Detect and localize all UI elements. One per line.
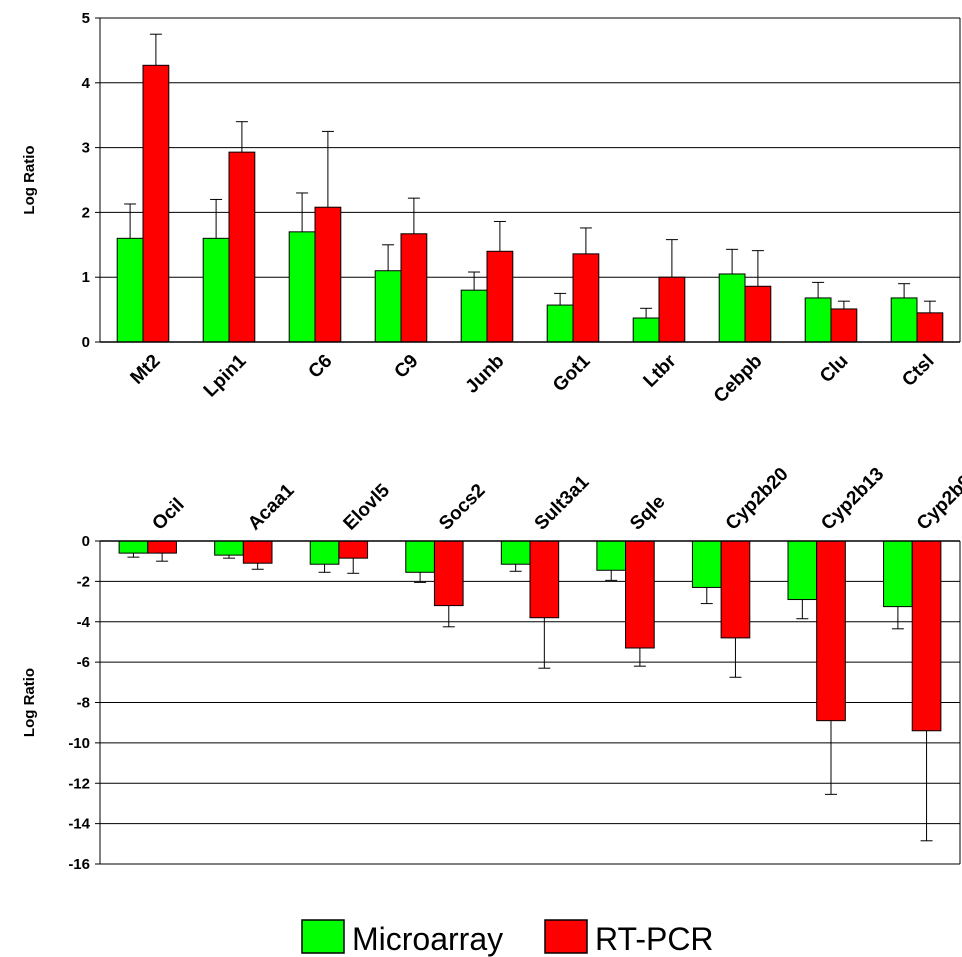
bottom-bar-rt-pcr-cyp2b13	[816, 540, 846, 722]
top-ytick-label: 1	[82, 269, 90, 286]
bottom-ytick-label: -8	[77, 695, 90, 712]
bottom-bar-rt-pcr-socs2	[433, 540, 464, 607]
bottom-bar-microarray-acaa1	[214, 540, 244, 556]
legend-swatch-microarray	[301, 919, 345, 954]
top-bar-microarray-lpin1	[202, 237, 230, 343]
bottom-bar-microarray-socs2	[405, 540, 435, 573]
top-bar-microarray-c9	[374, 270, 402, 343]
top-category-label-c9: C9	[391, 351, 423, 383]
bottom-category-label-acaa1: Acaa1	[244, 480, 299, 535]
top-bar-rt-pcr-c9	[400, 233, 428, 343]
bottom-ytick-label: -12	[68, 775, 90, 792]
top-bar-rt-pcr-mt2	[142, 64, 170, 343]
bottom-bar-rt-pcr-elovl5	[338, 540, 369, 559]
bottom-category-label-cyp2b13: Cyp2b13	[817, 464, 888, 535]
bottom-bar-rt-pcr-sqle	[625, 540, 655, 649]
top-category-label-c6: C6	[305, 351, 337, 383]
legend-label-rt-pcr: RT-PCR	[595, 921, 714, 957]
bottom-bar-microarray-sqle	[596, 540, 627, 571]
top-category-label-ctsl: Ctsl	[898, 351, 938, 391]
bottom-category-label-ocil: Ocil	[148, 494, 188, 534]
bottom-bar-rt-pcr-cyp2b20	[720, 540, 751, 639]
top-bar-microarray-mt2	[116, 237, 144, 343]
bottom-category-label-socs2: Socs2	[435, 480, 489, 534]
top-bar-microarray-ltbr	[632, 317, 660, 343]
top-bar-rt-pcr-got1	[572, 253, 600, 343]
bottom-bar-microarray-cyp2b9	[883, 540, 913, 608]
top-category-label-got1: Got1	[549, 350, 595, 396]
top-ytick-label: 4	[82, 75, 91, 92]
top-category-label-lpin1: Lpin1	[200, 350, 251, 401]
legend-swatch-rt-pcr	[544, 919, 588, 954]
bottom-ytick-label: -2	[77, 573, 90, 590]
bottom-ytick-label: -10	[68, 735, 90, 752]
bottom-category-label-elovl5: Elovl5	[340, 480, 395, 535]
top-bar-rt-pcr-clu	[830, 308, 858, 343]
top-bar-rt-pcr-ltbr	[658, 276, 686, 343]
bottom-category-label-cyp2b9: Cyp2b9	[913, 471, 962, 534]
bottom-ytick-label: 0	[82, 533, 90, 550]
legend-label-microarray: Microarray	[352, 921, 503, 957]
top-ytick-label: 5	[82, 10, 90, 27]
bottom-bar-rt-pcr-acaa1	[242, 540, 273, 564]
top-bar-microarray-ctsl	[890, 297, 918, 343]
top-bar-microarray-c6	[288, 231, 316, 343]
top-y-axis-label: Log Ratio	[21, 145, 38, 214]
top-ytick-label: 0	[82, 334, 90, 351]
bottom-category-label-sult3a1: Sult3a1	[531, 472, 594, 535]
top-category-label-mt2: Mt2	[127, 351, 165, 389]
bottom-ytick-label: -16	[68, 856, 90, 873]
legend: Microarray RT-PCR	[301, 919, 714, 957]
top-chart: 0 1 2 3 4 5 Log Ratio Mt2 Lpin1 C6 C9 Junb Got1 Ltbr C…	[21, 10, 961, 408]
bottom-bar-rt-pcr-sult3a1	[529, 540, 560, 619]
top-bar-microarray-cebpb	[718, 273, 746, 343]
top-ytick-label: 2	[82, 204, 90, 221]
top-bar-rt-pcr-junb	[486, 250, 514, 343]
top-bar-rt-pcr-lpin1	[228, 151, 256, 343]
bottom-bar-microarray-cyp2b13	[787, 540, 818, 601]
top-category-label-ltbr: Ltbr	[640, 350, 681, 391]
bottom-y-axis-label: Log Ratio	[21, 668, 38, 737]
bottom-bar-microarray-elovl5	[309, 540, 340, 565]
bottom-ytick-label: -14	[68, 816, 90, 833]
top-bar-microarray-junb	[460, 289, 488, 343]
top-bar-rt-pcr-cebpb	[744, 285, 772, 343]
bottom-bar-microarray-ocil	[118, 540, 149, 554]
bottom-bar-microarray-sult3a1	[500, 540, 531, 565]
top-ytick-label: 3	[82, 140, 90, 157]
bottom-bar-rt-pcr-cyp2b9	[911, 540, 942, 732]
bottom-bar-rt-pcr-ocil	[147, 540, 177, 554]
top-category-label-clu: Clu	[816, 351, 852, 387]
bottom-ytick-label: -6	[77, 654, 90, 671]
top-bar-microarray-got1	[546, 304, 574, 343]
top-category-label-cebpb: Cebpb	[710, 351, 767, 408]
top-bar-rt-pcr-ctsl	[916, 312, 944, 343]
top-bar-microarray-clu	[804, 297, 832, 343]
top-category-label-junb: Junb	[462, 351, 509, 398]
top-bar-rt-pcr-c6	[314, 206, 342, 343]
bottom-bar-microarray-cyp2b20	[691, 540, 722, 588]
bottom-category-label-cyp2b20: Cyp2b20	[722, 464, 793, 535]
bottom-category-label-sqle: Sqle	[626, 491, 669, 534]
bottom-chart: 0 -2 -4 -6 -8 -10 -12 -14 -16 Log Ratio Ocil Acaa1 E…	[21, 464, 962, 873]
bottom-ytick-label: -4	[77, 614, 91, 631]
